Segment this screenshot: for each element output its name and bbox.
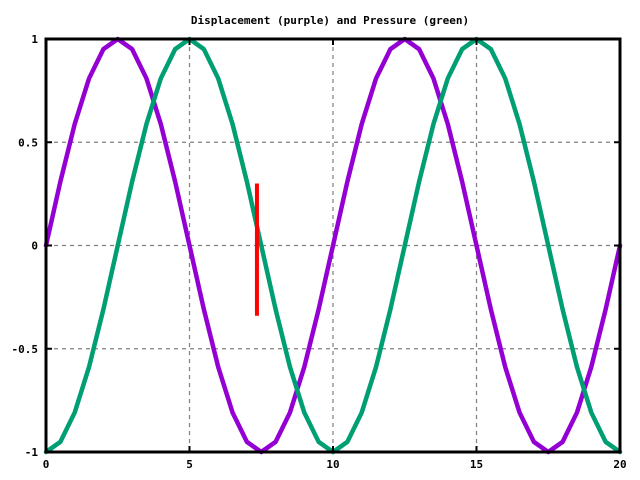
data-point — [260, 244, 262, 247]
data-point — [318, 308, 320, 310]
y-tick-label: -0.5 — [12, 343, 39, 356]
data-point — [117, 244, 119, 247]
data-point — [504, 366, 506, 368]
data-point — [275, 441, 277, 443]
data-point — [275, 308, 277, 310]
data-point — [246, 441, 248, 443]
y-tick-label: -1 — [25, 446, 39, 459]
data-point — [203, 48, 205, 50]
data-point — [131, 48, 133, 50]
data-point — [231, 123, 234, 125]
x-tick-label: 20 — [613, 458, 626, 471]
ticks — [45, 38, 621, 453]
data-point — [188, 244, 191, 247]
data-point — [74, 123, 76, 125]
data-point — [432, 77, 435, 80]
x-tick-label: 15 — [470, 458, 483, 471]
data-point — [145, 77, 148, 80]
data-point — [59, 441, 61, 443]
data-point — [447, 123, 449, 125]
tick-labels: 0 5 10 15 20 -1 -0.5 0 0.5 1 — [12, 33, 627, 471]
y-tick-label: 0 — [31, 240, 38, 253]
data-point — [562, 308, 564, 310]
y-tick-label: 0.5 — [18, 136, 38, 149]
data-point — [533, 441, 535, 443]
data-point — [102, 308, 104, 310]
data-point — [605, 441, 607, 443]
data-point — [389, 48, 391, 50]
data-point — [74, 411, 76, 414]
data-point — [318, 441, 320, 443]
data-point — [562, 441, 564, 443]
data-point — [490, 48, 492, 50]
data-point — [59, 181, 61, 183]
data-point — [361, 411, 363, 414]
data-point — [404, 244, 406, 247]
data-point — [217, 366, 219, 368]
data-point — [461, 48, 463, 50]
data-point — [160, 77, 162, 80]
data-point — [131, 181, 133, 183]
data-point — [418, 181, 420, 183]
data-point — [346, 441, 348, 443]
data-point — [231, 411, 234, 414]
data-point — [475, 244, 478, 247]
x-tick-label: 10 — [326, 458, 339, 471]
data-point — [389, 308, 391, 310]
grid — [46, 39, 620, 452]
data-point — [518, 123, 521, 125]
chart-title: Displacement (purple) and Pressure (gree… — [191, 14, 469, 27]
data-point — [375, 77, 377, 80]
data-point — [447, 77, 449, 80]
data-point — [375, 366, 377, 368]
y-tick-label: 1 — [31, 33, 38, 46]
data-point — [289, 366, 291, 368]
data-point — [533, 181, 535, 183]
data-point — [102, 48, 104, 50]
data-point — [88, 77, 90, 80]
data-point — [504, 77, 506, 80]
data-point — [547, 244, 549, 247]
data-point — [174, 48, 176, 50]
data-point — [303, 366, 305, 368]
x-tick-label: 0 — [43, 458, 50, 471]
data-point — [605, 308, 607, 310]
data-point — [174, 181, 176, 183]
data-point — [361, 123, 363, 125]
data-point — [418, 48, 420, 50]
data-point — [590, 411, 592, 414]
data-point — [303, 411, 305, 414]
data-point — [203, 308, 205, 310]
data-point — [88, 366, 90, 368]
data-point — [490, 308, 492, 310]
data-point — [145, 123, 148, 125]
x-tick-label: 5 — [186, 458, 193, 471]
data-point — [461, 181, 463, 183]
data-point — [576, 411, 578, 414]
data-point — [576, 366, 578, 368]
data-point — [246, 181, 248, 183]
data-point — [289, 411, 291, 414]
data-point — [590, 366, 592, 368]
data-point — [346, 181, 348, 183]
data-point — [518, 411, 521, 414]
data-point — [432, 123, 435, 125]
data-point — [332, 244, 334, 247]
data-point — [217, 77, 219, 80]
data-point — [160, 123, 162, 125]
